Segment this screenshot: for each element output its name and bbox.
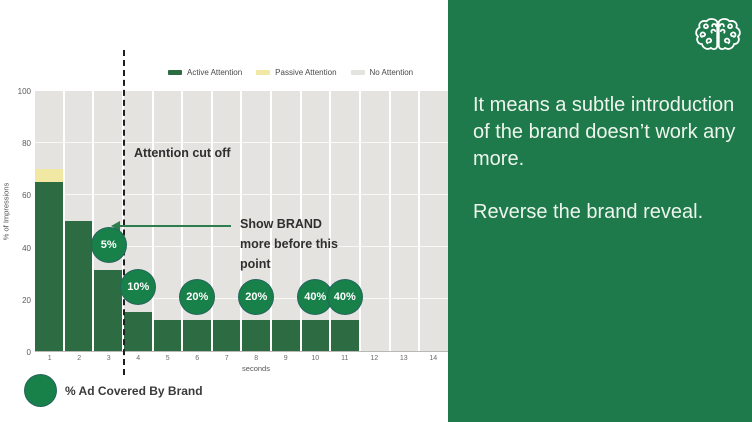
active-attention-bar xyxy=(272,319,300,351)
active-attention-bar xyxy=(212,319,241,351)
brand-coverage-circle: 40% xyxy=(326,279,363,316)
active-attention-bar xyxy=(331,319,360,351)
x-tick-label: 12 xyxy=(370,355,379,362)
legend-label: Passive Attention xyxy=(275,68,337,77)
active-attention-bar xyxy=(123,312,152,351)
legend-label: No Attention xyxy=(369,68,414,77)
chart-band xyxy=(390,91,419,351)
chart-band xyxy=(212,91,241,351)
attention-cutoff-dashed-line xyxy=(122,50,125,375)
active-attention-bar xyxy=(94,270,122,351)
legend-swatch xyxy=(168,70,182,75)
y-tick-label: 60 xyxy=(22,191,31,201)
chart-band xyxy=(123,91,152,351)
gridline xyxy=(35,194,448,195)
panel-paragraph-1: It means a subtle introduction of the br… xyxy=(473,94,736,170)
brand-coverage-icon xyxy=(24,374,57,407)
cutoff-label: Attention cut off xyxy=(134,146,231,160)
bottom-legend-label: % Ad Covered By Brand xyxy=(65,383,203,398)
active-attention-bar xyxy=(183,319,211,351)
x-tick-label: 5 xyxy=(165,355,170,362)
x-tick-label: 14 xyxy=(429,355,438,362)
brand-coverage-circle: 20% xyxy=(179,279,216,316)
x-tick-label: 1 xyxy=(47,355,52,362)
message-panel: It means a subtle introduction of the br… xyxy=(448,0,752,422)
x-tick-label: 10 xyxy=(311,355,320,362)
x-tick-label: 8 xyxy=(254,355,259,362)
chart-band xyxy=(153,91,182,351)
panel-paragraph-2: Reverse the brand reveal. xyxy=(473,201,704,223)
legend-swatch xyxy=(256,70,271,75)
y-axis-title: % of Impressions xyxy=(1,182,11,241)
x-tick-label: 13 xyxy=(399,355,408,362)
y-tick-label: 100 xyxy=(17,87,31,96)
y-tick-label: 20 xyxy=(22,295,31,305)
y-tick-label: 40 xyxy=(22,243,31,253)
active-attention-bar xyxy=(242,319,271,351)
legend-item: Passive Attention xyxy=(256,68,337,77)
chart-band xyxy=(361,91,389,351)
brand-note-arrow-line xyxy=(119,225,231,227)
y-tick-label: 80 xyxy=(22,139,31,149)
brand-coverage-circle: 10% xyxy=(120,268,157,305)
legend-item: No Attention xyxy=(350,68,414,77)
bottom-legend: % Ad Covered By Brand xyxy=(24,374,203,407)
chart-band xyxy=(272,91,300,351)
x-tick-label: 2 xyxy=(77,355,82,362)
chart-band xyxy=(64,91,93,351)
x-tick-label: 9 xyxy=(283,355,288,362)
gridline xyxy=(35,142,448,143)
legend-swatch xyxy=(350,70,365,75)
brand-note-arrow-head xyxy=(111,221,120,231)
legend-item: Active Attention xyxy=(168,68,242,77)
passive-attention-bar xyxy=(35,169,63,182)
x-tick-label: 3 xyxy=(106,355,111,362)
attention-chart: % of Impressions Active Attention Passive… xyxy=(1,50,448,407)
legend-label: Active Attention xyxy=(187,68,243,77)
brand-coverage-circle: 5% xyxy=(90,226,127,263)
x-tick-label: 4 xyxy=(136,355,141,362)
brand-note: Show BRAND more before this point xyxy=(240,217,338,271)
chart-legend: Active Attention Passive Attention No Atte… xyxy=(168,68,413,77)
y-tick-label: 0 xyxy=(26,348,31,357)
x-tick-label: 7 xyxy=(224,355,229,362)
chart-band xyxy=(420,91,448,351)
active-attention-bar xyxy=(64,221,93,351)
active-attention-bar xyxy=(153,319,182,351)
panel-text: It means a subtle introduction of the br… xyxy=(473,92,741,226)
active-attention-bar xyxy=(35,182,63,351)
x-axis-title: seconds xyxy=(242,364,270,373)
chart-band xyxy=(35,91,63,351)
brain-logo-icon xyxy=(695,18,741,51)
x-tick-label: 11 xyxy=(341,355,349,362)
brand-coverage-circle: 20% xyxy=(238,279,275,316)
x-tick-label: 6 xyxy=(195,355,200,362)
gridline xyxy=(35,246,448,247)
active-attention-bar xyxy=(301,319,330,351)
